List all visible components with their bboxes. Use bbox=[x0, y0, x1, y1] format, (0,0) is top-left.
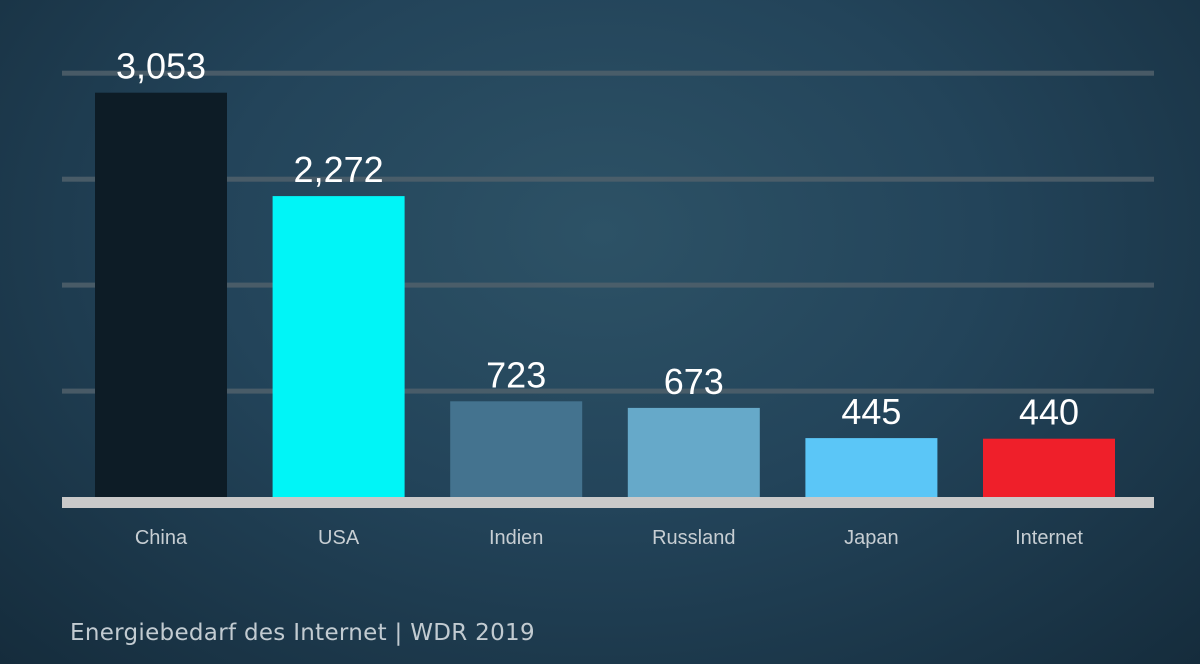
value-label-russland: 673 bbox=[664, 361, 724, 402]
value-label-china: 3,053 bbox=[116, 46, 206, 87]
x-axis-baseline bbox=[62, 497, 1154, 508]
category-label-indien: Indien bbox=[489, 527, 544, 549]
value-label-indien: 723 bbox=[486, 354, 546, 395]
gridline bbox=[62, 70, 1154, 76]
category-labels: China USA Indien Russland Japan Internet bbox=[135, 527, 1083, 549]
bar-indien bbox=[450, 401, 583, 497]
gridline bbox=[62, 388, 1154, 394]
bar-china bbox=[95, 92, 227, 497]
gridlines bbox=[62, 70, 1154, 394]
gridline bbox=[62, 176, 1154, 182]
gridline bbox=[62, 282, 1154, 288]
bars bbox=[95, 92, 1115, 497]
bar-japan bbox=[805, 438, 938, 497]
source-caption: Energiebedarf des Internet | WDR 2019 bbox=[70, 620, 535, 646]
value-labels: 3,053 2,272 723 673 445 440 bbox=[116, 46, 1079, 433]
category-label-usa: USA bbox=[318, 527, 360, 549]
category-label-china: China bbox=[135, 527, 188, 549]
bar-usa bbox=[272, 196, 405, 497]
value-label-internet: 440 bbox=[1019, 392, 1079, 433]
category-label-russland: Russland bbox=[652, 527, 735, 549]
category-label-japan: Japan bbox=[844, 527, 899, 549]
bar-russland bbox=[627, 407, 760, 497]
value-label-japan: 445 bbox=[841, 391, 901, 432]
value-label-usa: 2,272 bbox=[294, 149, 384, 190]
bar-internet bbox=[983, 438, 1115, 497]
category-label-internet: Internet bbox=[1015, 527, 1083, 549]
